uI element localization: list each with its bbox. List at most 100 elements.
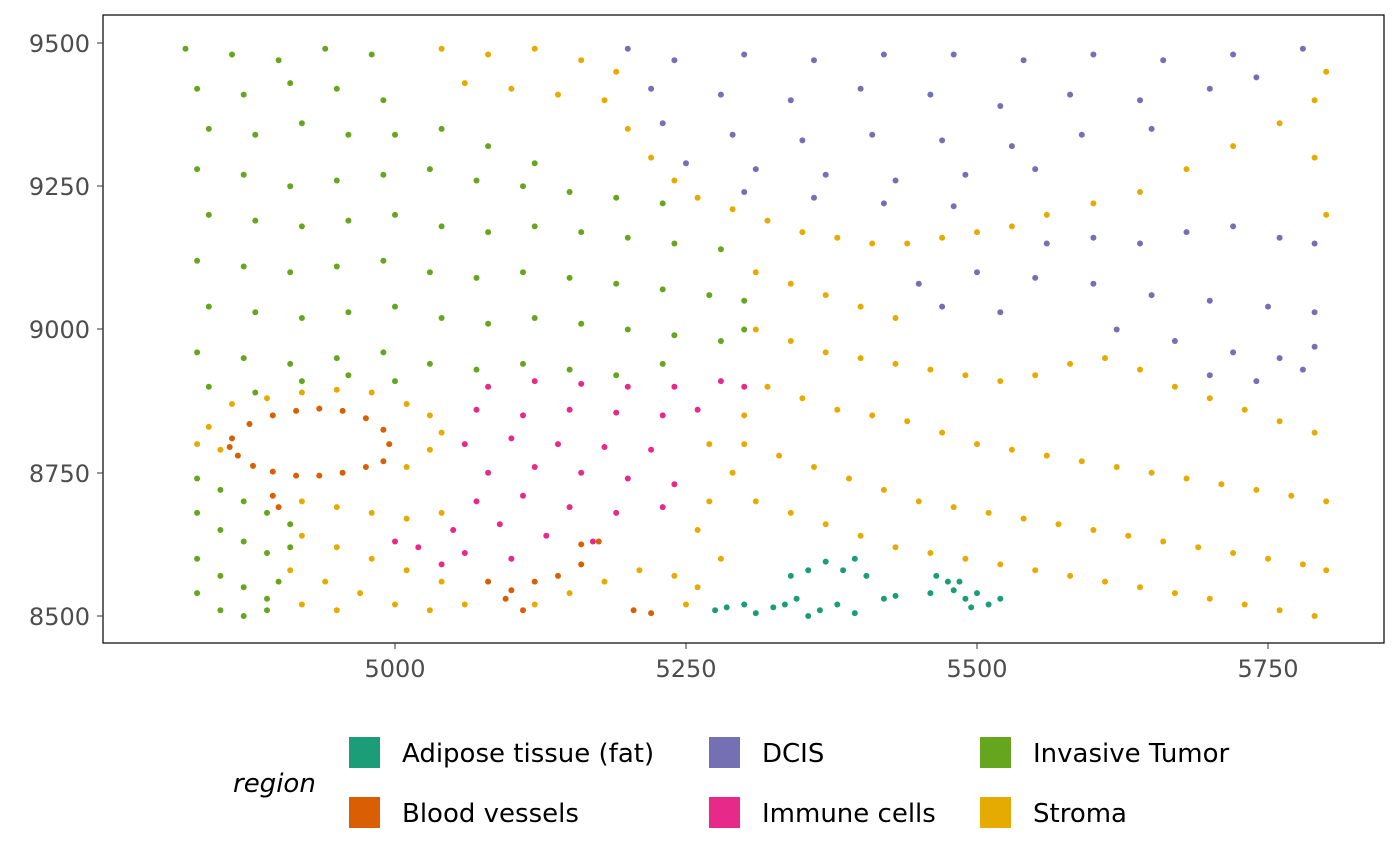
point-stroma: [1137, 189, 1143, 195]
point-stroma: [1323, 498, 1330, 505]
point-stroma: [1137, 366, 1143, 373]
point-blood-vessels: [362, 464, 369, 470]
point-adipose-tissue-fat: [712, 607, 719, 614]
point-dcis: [811, 57, 817, 64]
point-stroma: [1183, 166, 1190, 173]
legend: region Adipose tissue (fat) Blood vessel…: [233, 737, 1230, 829]
point-dcis: [1067, 91, 1074, 98]
point-dcis: [997, 309, 1004, 316]
point-invasive-tumor: [240, 538, 247, 545]
point-stroma: [1125, 532, 1132, 539]
point-immune-cells: [461, 441, 468, 448]
point-stroma: [357, 590, 364, 597]
point-immune-cells: [555, 441, 561, 448]
point-immune-cells: [624, 383, 631, 390]
point-invasive-tumor: [194, 257, 201, 264]
point-stroma: [741, 412, 748, 419]
legend-swatch-dcis: [709, 737, 740, 768]
point-dcis: [880, 200, 887, 207]
point-blood-vessels: [226, 444, 233, 450]
point-blood-vessels: [229, 435, 235, 442]
point-stroma: [1299, 561, 1306, 568]
point-dcis: [1311, 240, 1318, 247]
point-immune-cells: [589, 538, 596, 545]
point-adipose-tissue-fat: [770, 604, 777, 611]
point-invasive-tumor: [217, 527, 224, 533]
point-adipose-tissue-fat: [834, 601, 841, 608]
point-invasive-tumor: [240, 613, 247, 619]
point-stroma: [799, 395, 806, 402]
point-stroma: [869, 412, 876, 419]
point-blood-vessels: [380, 426, 387, 433]
point-stroma: [438, 45, 445, 52]
point-stroma: [880, 486, 887, 493]
y-tick-label: 8750: [29, 460, 90, 488]
point-dcis: [950, 203, 957, 210]
point-stroma: [1311, 97, 1318, 104]
point-dcis: [915, 280, 922, 287]
point-stroma: [1276, 607, 1283, 614]
point-stroma: [322, 578, 329, 585]
point-invasive-tumor: [624, 326, 631, 333]
point-stroma: [438, 578, 445, 585]
point-immune-cells: [496, 521, 503, 528]
point-immune-cells: [531, 464, 538, 470]
point-invasive-tumor: [671, 240, 678, 247]
point-dcis: [997, 103, 1004, 109]
point-invasive-tumor: [531, 160, 538, 167]
point-stroma: [1183, 475, 1190, 482]
point-immune-cells: [659, 504, 666, 511]
point-dcis: [1299, 45, 1306, 52]
point-invasive-tumor: [287, 544, 294, 551]
point-blood-vessels: [246, 421, 253, 427]
point-dcis: [1113, 326, 1120, 333]
point-immune-cells: [578, 469, 585, 476]
point-stroma: [974, 229, 980, 236]
point-dcis: [659, 120, 666, 127]
point-stroma: [834, 406, 841, 413]
point-invasive-tumor: [717, 338, 724, 344]
point-invasive-tumor: [578, 229, 585, 236]
point-immune-cells: [508, 435, 515, 442]
point-stroma: [229, 401, 235, 407]
point-invasive-tumor: [380, 349, 387, 356]
point-stroma: [426, 412, 433, 419]
point-invasive-tumor: [240, 355, 247, 362]
point-invasive-tumor: [659, 360, 666, 367]
point-stroma: [776, 452, 783, 459]
point-stroma: [1311, 154, 1318, 161]
point-invasive-tumor: [473, 366, 480, 373]
point-immune-cells: [485, 383, 492, 390]
legend-label-immune-cells: Immune cells: [762, 799, 936, 829]
point-dcis: [683, 160, 689, 167]
point-stroma: [752, 269, 759, 276]
point-adipose-tissue-fat: [822, 558, 829, 565]
point-dcis: [624, 45, 631, 52]
point-immune-cells: [543, 532, 550, 539]
point-stroma: [1311, 613, 1318, 619]
point-blood-vessels: [362, 415, 369, 422]
point-invasive-tumor: [426, 166, 433, 173]
point-blood-vessels: [595, 538, 602, 545]
point-invasive-tumor: [717, 246, 724, 253]
point-adipose-tissue-fat: [944, 578, 951, 585]
point-dcis: [939, 303, 946, 310]
legend-label-dcis: DCIS: [762, 739, 824, 769]
point-invasive-tumor: [217, 486, 224, 493]
point-dcis: [880, 51, 887, 58]
point-stroma: [694, 584, 701, 591]
point-dcis: [1311, 343, 1318, 350]
point-stroma: [869, 240, 876, 247]
point-stroma: [694, 194, 701, 201]
legend-swatch-blood-vessels: [349, 797, 380, 828]
point-stroma: [939, 234, 946, 241]
point-invasive-tumor: [252, 389, 259, 396]
point-immune-cells: [485, 469, 492, 476]
point-stroma: [1113, 464, 1120, 470]
point-dcis: [1148, 125, 1155, 132]
point-stroma: [1160, 538, 1167, 545]
point-stroma: [997, 378, 1004, 385]
point-blood-vessels: [386, 441, 393, 448]
point-invasive-tumor: [275, 578, 282, 585]
point-stroma: [764, 383, 771, 390]
